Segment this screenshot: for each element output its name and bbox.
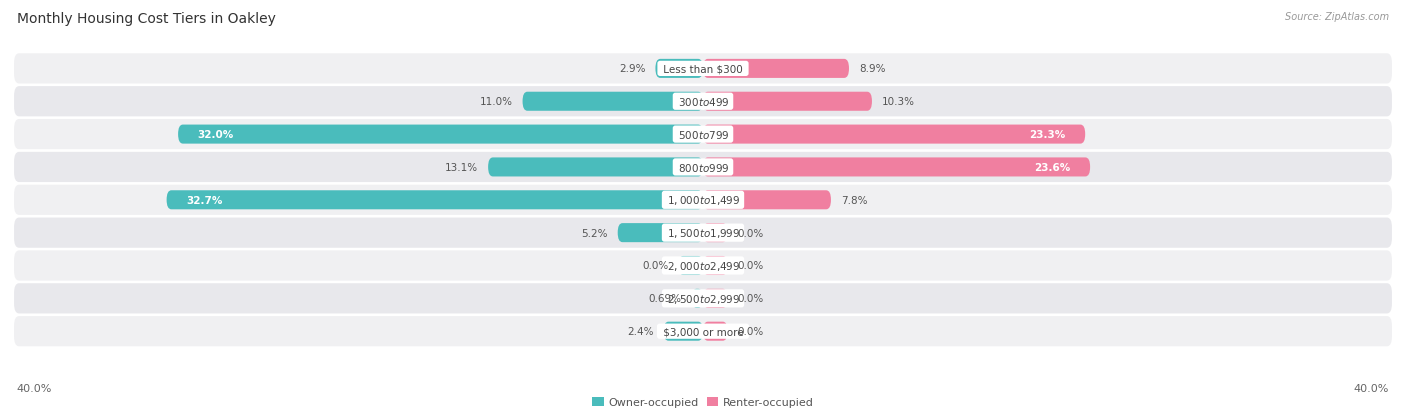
FancyBboxPatch shape bbox=[14, 284, 1392, 314]
Text: 2.4%: 2.4% bbox=[627, 326, 654, 336]
FancyBboxPatch shape bbox=[703, 223, 728, 242]
FancyBboxPatch shape bbox=[523, 93, 703, 112]
FancyBboxPatch shape bbox=[703, 158, 1090, 177]
Text: Less than $300: Less than $300 bbox=[659, 64, 747, 74]
FancyBboxPatch shape bbox=[14, 152, 1392, 183]
Text: $2,000 to $2,499: $2,000 to $2,499 bbox=[665, 259, 741, 272]
FancyBboxPatch shape bbox=[14, 251, 1392, 281]
FancyBboxPatch shape bbox=[14, 316, 1392, 347]
FancyBboxPatch shape bbox=[692, 289, 703, 308]
FancyBboxPatch shape bbox=[166, 191, 703, 210]
FancyBboxPatch shape bbox=[14, 120, 1392, 150]
Legend: Owner-occupied, Renter-occupied: Owner-occupied, Renter-occupied bbox=[588, 393, 818, 412]
Text: 23.3%: 23.3% bbox=[1029, 130, 1066, 140]
FancyBboxPatch shape bbox=[703, 60, 849, 79]
Text: 11.0%: 11.0% bbox=[479, 97, 513, 107]
Text: 32.7%: 32.7% bbox=[186, 195, 222, 205]
Text: Source: ZipAtlas.com: Source: ZipAtlas.com bbox=[1285, 12, 1389, 22]
Text: 0.0%: 0.0% bbox=[738, 261, 763, 271]
FancyBboxPatch shape bbox=[14, 185, 1392, 216]
FancyBboxPatch shape bbox=[703, 289, 728, 308]
Text: 5.2%: 5.2% bbox=[581, 228, 607, 238]
Text: 2.9%: 2.9% bbox=[619, 64, 645, 74]
Text: 0.0%: 0.0% bbox=[738, 294, 763, 304]
Text: 23.6%: 23.6% bbox=[1035, 163, 1070, 173]
FancyBboxPatch shape bbox=[179, 125, 703, 144]
Text: 40.0%: 40.0% bbox=[1354, 383, 1389, 393]
Text: 40.0%: 40.0% bbox=[17, 383, 52, 393]
Text: $500 to $799: $500 to $799 bbox=[675, 129, 731, 141]
Text: 7.8%: 7.8% bbox=[841, 195, 868, 205]
FancyBboxPatch shape bbox=[678, 256, 703, 275]
FancyBboxPatch shape bbox=[664, 322, 703, 341]
FancyBboxPatch shape bbox=[703, 191, 831, 210]
FancyBboxPatch shape bbox=[703, 125, 1085, 144]
Text: $2,500 to $2,999: $2,500 to $2,999 bbox=[665, 292, 741, 305]
FancyBboxPatch shape bbox=[14, 218, 1392, 248]
Text: 32.0%: 32.0% bbox=[198, 130, 233, 140]
Text: $1,500 to $1,999: $1,500 to $1,999 bbox=[665, 227, 741, 240]
FancyBboxPatch shape bbox=[14, 87, 1392, 117]
FancyBboxPatch shape bbox=[703, 256, 728, 275]
Text: $1,000 to $1,499: $1,000 to $1,499 bbox=[665, 194, 741, 207]
FancyBboxPatch shape bbox=[617, 223, 703, 242]
Text: $3,000 or more: $3,000 or more bbox=[659, 326, 747, 336]
FancyBboxPatch shape bbox=[14, 54, 1392, 84]
Text: $800 to $999: $800 to $999 bbox=[675, 161, 731, 173]
Text: $300 to $499: $300 to $499 bbox=[675, 96, 731, 108]
Text: Monthly Housing Cost Tiers in Oakley: Monthly Housing Cost Tiers in Oakley bbox=[17, 12, 276, 26]
FancyBboxPatch shape bbox=[703, 93, 872, 112]
FancyBboxPatch shape bbox=[655, 60, 703, 79]
Text: 0.69%: 0.69% bbox=[648, 294, 682, 304]
Text: 8.9%: 8.9% bbox=[859, 64, 886, 74]
Text: 13.1%: 13.1% bbox=[446, 163, 478, 173]
Text: 0.0%: 0.0% bbox=[738, 228, 763, 238]
Text: 10.3%: 10.3% bbox=[882, 97, 915, 107]
Text: 0.0%: 0.0% bbox=[643, 261, 669, 271]
Text: 0.0%: 0.0% bbox=[738, 326, 763, 336]
FancyBboxPatch shape bbox=[703, 322, 728, 341]
FancyBboxPatch shape bbox=[488, 158, 703, 177]
